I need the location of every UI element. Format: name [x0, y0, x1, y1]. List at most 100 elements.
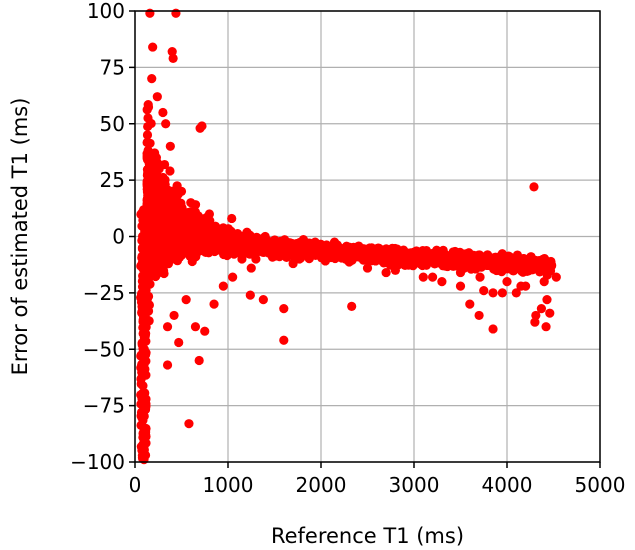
outlier-point — [531, 310, 541, 321]
outlier-point — [228, 272, 238, 282]
outlier-point — [381, 267, 391, 278]
outlier-point — [497, 288, 507, 298]
outlier-point — [200, 326, 210, 336]
cloud-point — [259, 247, 269, 257]
cloud-point — [142, 170, 153, 180]
outlier-point — [316, 245, 326, 255]
outlier-point — [488, 324, 498, 334]
outlier-point — [539, 277, 549, 287]
cloud-point — [503, 260, 513, 270]
outlier-point — [516, 281, 526, 291]
outlier-point — [174, 337, 184, 348]
outlier-point — [260, 231, 270, 242]
outlier-point — [171, 8, 181, 18]
streak-point — [141, 356, 151, 366]
cloud-point — [280, 246, 290, 256]
outlier-point — [176, 186, 187, 196]
cloud-point — [534, 260, 544, 270]
streak-point — [138, 381, 148, 391]
outlier-point — [156, 175, 166, 185]
outlier-point — [258, 295, 268, 305]
streak-point — [137, 288, 147, 298]
outlier-point — [502, 277, 512, 287]
cloud-point — [172, 256, 183, 266]
outlier-point — [455, 281, 466, 291]
y-tick-label: 50 — [100, 112, 125, 136]
outlier-point — [159, 209, 169, 219]
outlier-point — [353, 249, 363, 260]
outlier-point — [137, 452, 148, 463]
outlier-point — [204, 209, 214, 219]
streak-point — [140, 297, 150, 308]
cloud-point — [190, 207, 201, 217]
outlier-point — [245, 290, 255, 300]
outlier-point — [137, 394, 147, 404]
outlier-point — [232, 245, 242, 255]
streak-point — [140, 219, 150, 229]
outlier-point — [186, 198, 196, 208]
cloud-point — [193, 228, 204, 238]
cloud-point — [427, 249, 437, 259]
outlier-point — [279, 335, 289, 345]
cloud-point — [162, 229, 172, 239]
cloud-point — [188, 247, 199, 257]
x-axis: 0 1000 2000 3000 4000 5000 — [129, 462, 626, 497]
streak-point — [139, 251, 149, 261]
outlier-point — [475, 272, 485, 282]
streak-point — [137, 210, 147, 220]
cloud-point — [142, 130, 153, 140]
outlier-point — [151, 152, 161, 163]
outlier-point — [541, 322, 551, 332]
cloud-point — [182, 242, 192, 252]
cloud-point — [341, 254, 351, 264]
outlier-point — [149, 186, 160, 196]
outlier-point — [418, 272, 428, 282]
cloud-point — [143, 102, 154, 112]
outlier-point — [209, 299, 219, 309]
outlier-point — [140, 423, 150, 433]
outlier-point — [194, 355, 204, 366]
cloud-point — [470, 259, 481, 269]
cloud-point — [455, 257, 465, 267]
outlier-point — [242, 240, 252, 251]
outlier-point — [139, 344, 149, 354]
outlier-point — [479, 286, 489, 296]
outlier-point — [279, 304, 289, 314]
x-tick-label: 5000 — [575, 473, 626, 497]
x-tick-label: 0 — [129, 473, 142, 497]
cloud-point — [201, 237, 212, 248]
outlier-point — [136, 407, 147, 417]
x-axis-title: Reference T1 (ms) — [271, 524, 464, 548]
cloud-point — [161, 201, 171, 211]
outlier-point — [446, 258, 456, 269]
outlier-point — [542, 295, 552, 305]
outlier-point — [152, 92, 162, 102]
outlier-point — [137, 243, 148, 253]
outlier-point — [237, 254, 247, 264]
cloud-point — [513, 257, 524, 267]
x-tick-label: 3000 — [389, 473, 440, 497]
outlier-point — [145, 8, 155, 18]
streak-point — [136, 261, 146, 271]
outlier-point — [530, 317, 540, 327]
cloud-point — [146, 118, 156, 129]
outlier-point — [162, 360, 173, 370]
outlier-point — [138, 277, 148, 287]
cloud-point — [149, 210, 159, 220]
outlier-point — [437, 277, 447, 287]
cloud-point — [180, 213, 190, 223]
outlier-point — [138, 439, 148, 449]
y-tick-label: −25 — [83, 281, 125, 305]
outlier-point — [181, 295, 191, 305]
cloud-point — [165, 166, 175, 176]
outlier-point — [362, 263, 373, 273]
outlier-point — [163, 220, 174, 230]
cloud-point — [271, 245, 281, 255]
outlier-point — [536, 304, 547, 314]
x-tick-label: 1000 — [203, 473, 254, 497]
cloud-point — [186, 214, 197, 224]
y-tick-label: −50 — [83, 337, 125, 361]
x-tick-label: 2000 — [296, 473, 347, 497]
outlier-point — [511, 288, 521, 298]
cloud-point — [341, 241, 352, 251]
